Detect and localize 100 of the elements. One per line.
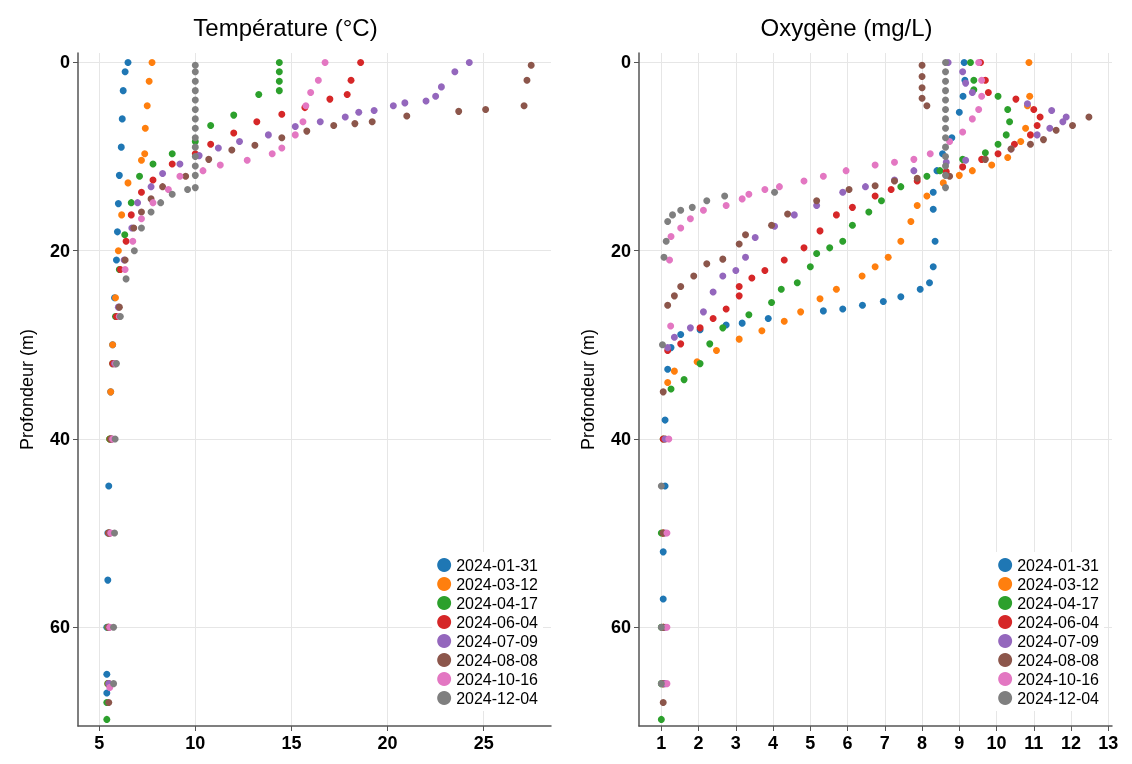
point (275, 87, 283, 95)
point (871, 192, 879, 200)
point (699, 206, 707, 214)
point (745, 190, 753, 198)
point (664, 365, 672, 373)
point (918, 84, 926, 92)
point (118, 115, 126, 123)
point (432, 92, 440, 100)
y-axis-title: Profondeur (m) (578, 328, 598, 451)
point (368, 118, 376, 126)
point (159, 183, 167, 191)
point (735, 335, 743, 343)
x-tick-label: 25 (473, 733, 494, 753)
point (865, 208, 873, 216)
point (1026, 140, 1034, 148)
point (118, 211, 126, 219)
point (735, 240, 743, 248)
point (1052, 126, 1060, 134)
y-tick-label: 60 (49, 617, 70, 638)
point (321, 58, 329, 66)
point (832, 211, 840, 219)
point (735, 282, 743, 290)
point (761, 185, 769, 193)
point (1004, 153, 1012, 161)
point (994, 92, 1002, 100)
point (275, 77, 283, 85)
point (168, 190, 176, 198)
point (184, 185, 192, 193)
point (910, 155, 918, 163)
point (923, 172, 931, 180)
point (988, 161, 996, 169)
point (253, 118, 261, 126)
point (129, 237, 137, 245)
point (722, 201, 730, 209)
point (790, 211, 798, 219)
point (357, 58, 365, 66)
point (712, 346, 720, 354)
y-tick-label: 20 (49, 240, 70, 261)
point (121, 68, 129, 76)
point (686, 215, 694, 223)
point (942, 162, 950, 170)
point (268, 150, 276, 158)
x-tick-label: 10 (986, 733, 1007, 753)
point (291, 122, 299, 130)
point (191, 105, 199, 113)
point (191, 61, 199, 69)
point (669, 211, 677, 219)
point (839, 305, 847, 313)
point (1012, 95, 1020, 103)
y-tick-label: 40 (610, 428, 631, 449)
point (942, 77, 950, 85)
legend-label: 2024-03-12 (1017, 575, 1100, 593)
x-tick-label: 7 (879, 733, 890, 753)
point (887, 185, 895, 193)
point (677, 206, 685, 214)
point (159, 169, 167, 177)
point (777, 285, 785, 293)
x-tick-label: 2 (693, 733, 704, 753)
point (230, 129, 238, 137)
point (370, 106, 378, 114)
point (793, 279, 801, 287)
point (688, 203, 696, 211)
point (721, 192, 729, 200)
point (275, 58, 283, 66)
point (228, 146, 236, 154)
point (437, 83, 445, 91)
point (176, 172, 184, 180)
point (784, 210, 792, 218)
point (664, 217, 672, 225)
point (657, 482, 665, 490)
point (677, 330, 685, 338)
x-tick-label: 13 (1098, 733, 1119, 753)
point (148, 58, 156, 66)
y-tick-label: 0 (59, 52, 70, 73)
point (942, 134, 950, 142)
point (316, 118, 324, 126)
point (771, 188, 779, 196)
point (813, 249, 821, 257)
point (897, 183, 905, 191)
point (137, 188, 145, 196)
point (677, 340, 685, 348)
y-tick-label: 20 (610, 240, 631, 261)
point (659, 698, 667, 706)
point (832, 285, 840, 293)
legend-label: 2024-04-17 (456, 594, 539, 612)
point (942, 184, 950, 192)
point (168, 150, 176, 158)
point (1033, 131, 1041, 139)
point (134, 199, 142, 207)
point (748, 274, 756, 282)
point (1030, 105, 1038, 113)
point (191, 162, 199, 170)
point (1010, 140, 1018, 148)
x-tick-label: 4 (768, 733, 779, 753)
point (659, 388, 667, 396)
point (1046, 124, 1054, 132)
point (243, 156, 251, 164)
point (149, 199, 157, 207)
point (482, 105, 490, 113)
point (797, 308, 805, 316)
